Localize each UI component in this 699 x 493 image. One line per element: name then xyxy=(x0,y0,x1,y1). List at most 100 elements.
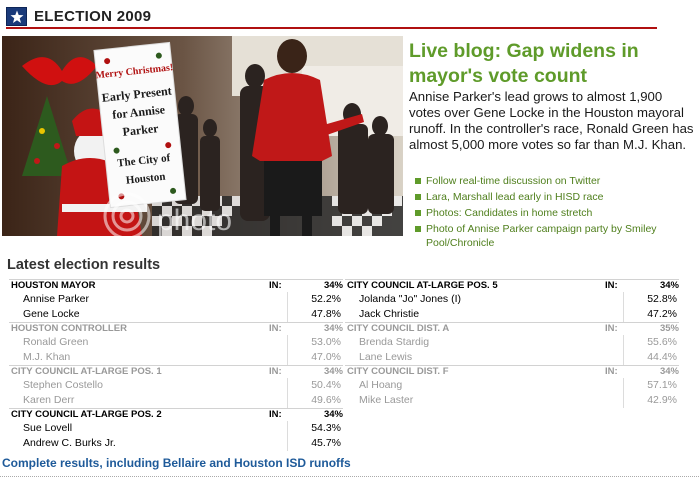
candidate-pct: 52.8% xyxy=(623,292,679,307)
candidate-row: Gene Locke 47.8% xyxy=(9,307,343,322)
results-column-left: HOUSTON MAYOR IN: 34% Annise Parker 52.2%… xyxy=(9,279,343,451)
candidate-row: Al Hoang 57.1% xyxy=(345,378,679,393)
candidate-pct: 49.6% xyxy=(287,393,343,408)
candidate-pct: 50.4% xyxy=(287,378,343,393)
race-in-pct: 34% xyxy=(659,366,679,377)
story-summary: Annise Parker's lead grows to almost 1,9… xyxy=(409,89,694,152)
race-header: HOUSTON MAYOR IN: 34% xyxy=(9,279,343,292)
candidate-pct: 44.4% xyxy=(623,350,679,365)
race-block: CITY COUNCIL AT-LARGE POS. 2 IN: 34% Sue… xyxy=(9,408,343,451)
race-block: HOUSTON MAYOR IN: 34% Annise Parker 52.2%… xyxy=(9,279,343,322)
race-header: CITY COUNCIL DIST. F IN: 34% xyxy=(345,365,679,378)
race-in-pct: 34% xyxy=(323,323,343,334)
candidate-pct: 57.1% xyxy=(623,378,679,393)
race-header: CITY COUNCIL AT-LARGE POS. 5 IN: 34% xyxy=(345,279,679,292)
candidate-row: Ronald Green 53.0% xyxy=(9,335,343,350)
sign-line-4: Parker xyxy=(122,121,160,139)
results-column-right: CITY COUNCIL AT-LARGE POS. 5 IN: 34% Jol… xyxy=(345,279,679,408)
lead-photo[interactable]: Merry Christmas! Early Present for Annis… xyxy=(2,36,403,236)
race-header: CITY COUNCIL DIST. A IN: 35% xyxy=(345,322,679,335)
race-in-label: IN: xyxy=(605,323,618,334)
candidate-name: Karen Derr xyxy=(23,394,75,406)
race-name: CITY COUNCIL AT-LARGE POS. 2 xyxy=(11,409,162,420)
race-block: CITY COUNCIL AT-LARGE POS. 1 IN: 34% Ste… xyxy=(9,365,343,408)
race-block: CITY COUNCIL DIST. F IN: 34% Al Hoang 57.… xyxy=(345,365,679,408)
related-link[interactable]: Lara, Marshall lead early in HISD race xyxy=(414,190,695,204)
candidate-name: Lane Lewis xyxy=(359,351,413,363)
candidate-name: M.J. Khan xyxy=(23,351,71,363)
race-in-label: IN: xyxy=(605,366,618,377)
sign-line-5: The City of xyxy=(117,152,171,170)
candidate-name: Gene Locke xyxy=(23,308,80,320)
results-title: Latest election results xyxy=(7,257,161,273)
candidate-name: Andrew C. Burks Jr. xyxy=(23,437,116,449)
bullet-icon xyxy=(415,226,421,232)
race-name: CITY COUNCIL DIST. A xyxy=(347,323,450,334)
candidate-row: Jolanda "Jo" Jones (I) 52.8% xyxy=(345,292,679,307)
bullet-icon xyxy=(415,178,421,184)
race-in-label: IN: xyxy=(605,280,618,291)
candidate-row: Stephen Costello 50.4% xyxy=(9,378,343,393)
candidate-name: Mike Laster xyxy=(359,394,414,406)
race-in-label: IN: xyxy=(269,323,282,334)
watermark-text: photo xyxy=(157,204,232,236)
related-links: Follow real-time discussion on Twitter L… xyxy=(414,174,695,252)
candidate-name: Jolanda "Jo" Jones (I) xyxy=(359,293,462,305)
header-rule xyxy=(6,27,657,29)
sign-line-6: Houston xyxy=(125,171,166,187)
race-in-pct: 34% xyxy=(323,409,343,420)
candidate-row: Mike Laster 42.9% xyxy=(345,393,679,408)
candidate-name: Al Hoang xyxy=(359,379,403,391)
candidate-pct: 47.2% xyxy=(623,307,679,322)
race-in-pct: 34% xyxy=(659,280,679,291)
race-in-label: IN: xyxy=(269,366,282,377)
related-link-label[interactable]: Photos: Candidates in home stretch xyxy=(426,207,593,219)
race-block: CITY COUNCIL DIST. A IN: 35% Brenda Star… xyxy=(345,322,679,365)
race-name: CITY COUNCIL DIST. F xyxy=(347,366,449,377)
candidate-name: Sue Lovell xyxy=(23,422,73,434)
race-name: CITY COUNCIL AT-LARGE POS. 5 xyxy=(347,280,498,291)
race-name: CITY COUNCIL AT-LARGE POS. 1 xyxy=(11,366,162,377)
race-header: CITY COUNCIL AT-LARGE POS. 2 IN: 34% xyxy=(9,408,343,421)
candidate-row: Andrew C. Burks Jr. 45.7% xyxy=(9,436,343,451)
section-header: ELECTION 2009 xyxy=(6,7,657,29)
race-in-pct: 35% xyxy=(659,323,679,334)
candidate-pct: 52.2% xyxy=(287,292,343,307)
related-link[interactable]: Photo of Annise Parker campaign party by… xyxy=(414,222,695,250)
candidate-name: Annise Parker xyxy=(23,293,89,305)
section-title: ELECTION 2009 xyxy=(34,8,152,25)
candidate-name: Stephen Costello xyxy=(23,379,103,391)
photobucket-watermark: photo xyxy=(97,186,317,236)
candidate-name: Brenda Stardig xyxy=(359,336,430,348)
candidate-row: Jack Christie 47.2% xyxy=(345,307,679,322)
candidate-pct: 55.6% xyxy=(623,335,679,350)
race-header: CITY COUNCIL AT-LARGE POS. 1 IN: 34% xyxy=(9,365,343,378)
related-link[interactable]: Photos: Candidates in home stretch xyxy=(414,206,695,220)
candidate-row: Lane Lewis 44.4% xyxy=(345,350,679,365)
candidate-name: Ronald Green xyxy=(23,336,89,348)
related-link[interactable]: Follow real-time discussion on Twitter xyxy=(414,174,695,188)
candidate-name: Jack Christie xyxy=(359,308,420,320)
race-block: HOUSTON CONTROLLER IN: 34% Ronald Green 5… xyxy=(9,322,343,365)
related-link-label[interactable]: Lara, Marshall lead early in HISD race xyxy=(426,191,604,203)
candidate-pct: 53.0% xyxy=(287,335,343,350)
candidate-row: Sue Lovell 54.3% xyxy=(9,421,343,436)
race-in-label: IN: xyxy=(269,280,282,291)
candidate-pct: 47.0% xyxy=(287,350,343,365)
candidate-pct: 47.8% xyxy=(287,307,343,322)
race-block: CITY COUNCIL AT-LARGE POS. 5 IN: 34% Jol… xyxy=(345,279,679,322)
complete-results-link[interactable]: Complete results, including Bellaire and… xyxy=(2,456,351,470)
related-link-label[interactable]: Photo of Annise Parker campaign party by… xyxy=(426,223,657,249)
race-in-label: IN: xyxy=(269,409,282,420)
candidate-row: Brenda Stardig 55.6% xyxy=(345,335,679,350)
race-in-pct: 34% xyxy=(323,280,343,291)
candidate-row: Karen Derr 49.6% xyxy=(9,393,343,408)
related-link-label[interactable]: Follow real-time discussion on Twitter xyxy=(426,175,601,187)
race-name: HOUSTON CONTROLLER xyxy=(11,323,127,334)
race-name: HOUSTON MAYOR xyxy=(11,280,96,291)
race-in-pct: 34% xyxy=(323,366,343,377)
candidate-pct: 54.3% xyxy=(287,421,343,436)
race-header: HOUSTON CONTROLLER IN: 34% xyxy=(9,322,343,335)
candidate-row: M.J. Khan 47.0% xyxy=(9,350,343,365)
story-headline[interactable]: Live blog: Gap widens in mayor's vote co… xyxy=(409,40,639,87)
